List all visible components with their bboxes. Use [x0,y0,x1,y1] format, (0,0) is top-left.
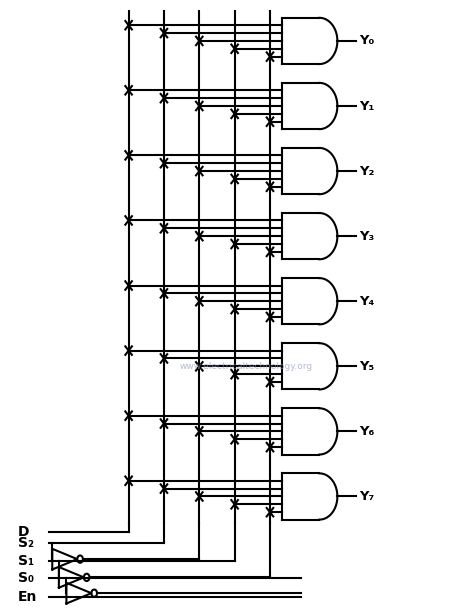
Text: Y₂: Y₂ [359,164,375,178]
Text: Y₆: Y₆ [359,425,375,438]
Text: En: En [18,590,37,604]
Text: Y₇: Y₇ [359,490,375,503]
Text: D: D [18,525,29,539]
Text: S₂: S₂ [18,536,34,550]
Text: Y₄: Y₄ [359,295,375,308]
Text: S₀: S₀ [18,571,34,585]
Text: Y₃: Y₃ [359,230,375,243]
Text: Y₁: Y₁ [359,100,375,112]
Text: Y₅: Y₅ [359,360,375,373]
Text: Y₀: Y₀ [359,34,375,48]
Text: www.electricaltechnology.org: www.electricaltechnology.org [180,362,313,371]
Text: S₁: S₁ [18,554,34,568]
